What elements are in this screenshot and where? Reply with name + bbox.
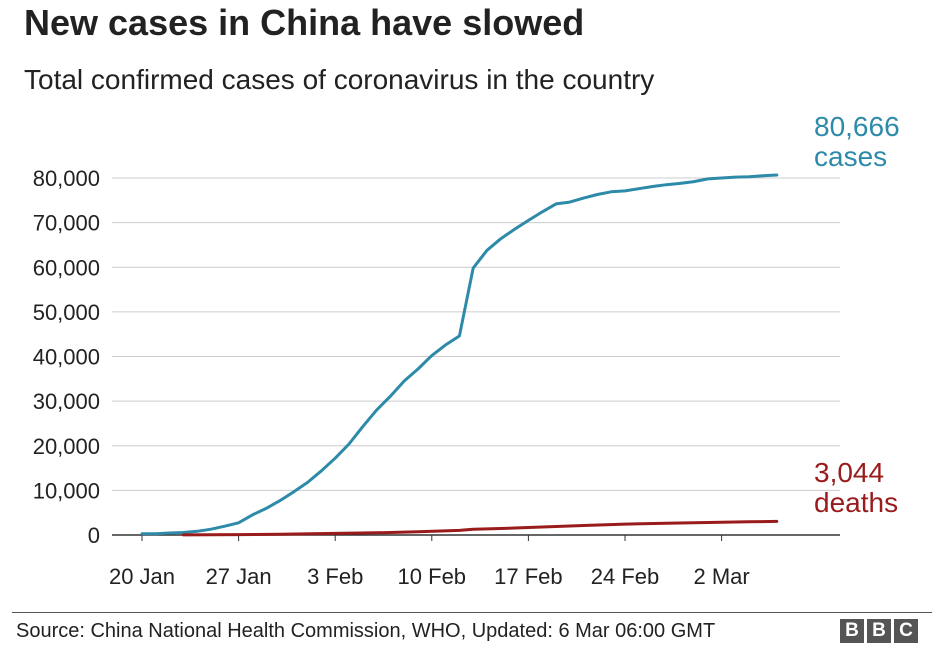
cases-end-value: 80,666: [814, 111, 900, 142]
y-tick-label: 80,000: [33, 166, 100, 191]
deaths-end-value: 3,044: [814, 457, 884, 488]
logo-letter: C: [894, 619, 918, 643]
chart-title: New cases in China have slowed: [24, 2, 585, 43]
footer-divider: [12, 612, 932, 613]
y-tick-label: 40,000: [33, 345, 100, 370]
x-tick-label: 2 Mar: [693, 564, 749, 589]
gridlines: [112, 177, 840, 536]
bbc-logo: B B C: [840, 619, 918, 643]
y-tick-label: 20,000: [33, 434, 100, 459]
x-tick-label: 24 Feb: [591, 564, 660, 589]
y-tick-label: 30,000: [33, 389, 100, 414]
x-axis-ticks: 20 Jan 27 Jan 3 Feb 10 Feb 17 Feb 24 Feb 2 Mar: [109, 535, 750, 589]
series-lines: [140, 173, 779, 537]
y-tick-label: 60,000: [33, 255, 100, 280]
y-axis-ticks: 0 10,000 20,000 30,000 40,000 50,000 60,000 70,…: [33, 166, 100, 548]
x-tick-label: 27 Jan: [206, 564, 272, 589]
cases-line: [140, 173, 779, 536]
deaths-line: [181, 519, 779, 537]
logo-letter: B: [867, 619, 891, 643]
chart-subtitle: Total confirmed cases of coronavirus in …: [24, 64, 655, 95]
y-tick-label: 70,000: [33, 211, 100, 236]
y-tick-label: 50,000: [33, 300, 100, 325]
deaths-end-unit: deaths: [814, 487, 898, 518]
x-tick-label: 20 Jan: [109, 564, 175, 589]
x-tick-label: 17 Feb: [494, 564, 563, 589]
x-tick-label: 10 Feb: [398, 564, 467, 589]
x-tick-label: 3 Feb: [307, 564, 363, 589]
source-note: Source: China National Health Commission…: [16, 620, 716, 642]
y-tick-label: 0: [88, 523, 100, 548]
y-tick-label: 10,000: [33, 478, 100, 503]
line-chart: 0 10,000 20,000 30,000 40,000 50,000 60,000 70,…: [33, 111, 900, 589]
cases-end-unit: cases: [814, 141, 887, 172]
logo-letter: B: [840, 619, 864, 643]
